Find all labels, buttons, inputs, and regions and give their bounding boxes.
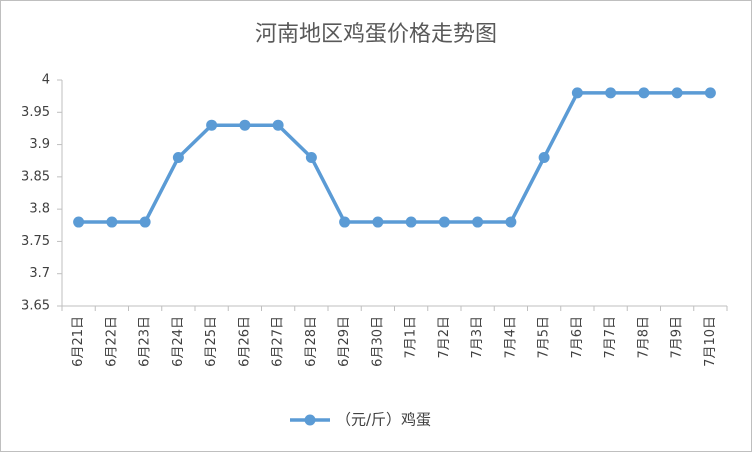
x-tick-label: 6月25日 — [204, 316, 219, 367]
x-tick-label: 7月2日 — [437, 316, 452, 359]
x-tick-label: 7月1日 — [404, 316, 419, 359]
legend-marker — [304, 414, 316, 426]
x-tick-label: 7月7日 — [603, 316, 618, 359]
chart-title: 河南地区鸡蛋价格走势图 — [255, 22, 497, 47]
x-tick-label: 7月8日 — [636, 316, 651, 359]
point — [605, 87, 617, 99]
x-tick-label: 7月4日 — [503, 316, 518, 359]
point — [505, 216, 517, 228]
y-tick-label: 3.8 — [29, 202, 50, 217]
point — [206, 119, 218, 131]
point — [106, 216, 118, 228]
x-tick-label: 7月9日 — [670, 316, 685, 359]
point — [73, 216, 85, 228]
point — [638, 87, 650, 99]
point — [438, 216, 450, 228]
x-tick-label: 6月23日 — [138, 316, 153, 367]
x-tick-label: 7月10日 — [703, 316, 718, 367]
x-tick-label: 6月26日 — [237, 316, 252, 367]
x-tick-label: 7月3日 — [470, 316, 485, 359]
x-tick-label: 6月24日 — [171, 316, 186, 367]
x-tick-label: 7月6日 — [570, 316, 585, 359]
y-tick-label: 3.7 — [29, 266, 50, 281]
y-tick-label: 4 — [42, 73, 50, 88]
point — [538, 151, 550, 163]
x-tick-label: 6月21日 — [71, 316, 86, 367]
legend-label: （元/斤）鸡蛋 — [336, 411, 431, 429]
y-tick-label: 3.9 — [29, 137, 50, 152]
x-tick-label: 6月30日 — [370, 316, 385, 367]
point — [239, 119, 251, 131]
point — [704, 87, 716, 99]
point — [372, 216, 384, 228]
y-tick-label: 3.65 — [21, 299, 50, 314]
point — [472, 216, 484, 228]
x-tick-label: 6月29日 — [337, 316, 352, 367]
x-tick-label: 6月27日 — [271, 316, 286, 367]
point — [671, 87, 683, 99]
point — [339, 216, 351, 228]
point — [305, 151, 317, 163]
x-tick-label: 6月28日 — [304, 316, 319, 367]
x-tick-label: 6月22日 — [104, 316, 119, 367]
point — [571, 87, 583, 99]
y-tick-label: 3.85 — [21, 169, 50, 184]
y-tick-label: 3.75 — [21, 234, 50, 249]
point — [172, 151, 184, 163]
line — [78, 91, 711, 224]
point — [272, 119, 284, 131]
point — [405, 216, 417, 228]
x-tick-label: 7月5日 — [537, 316, 552, 359]
y-tick-label: 3.95 — [21, 105, 50, 120]
point — [139, 216, 151, 228]
